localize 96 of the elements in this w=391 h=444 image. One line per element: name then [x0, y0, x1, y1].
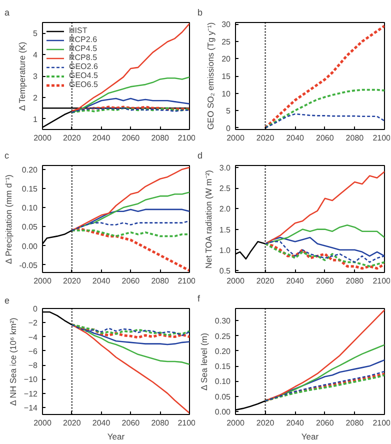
x-tick-label: 2100 — [178, 276, 196, 286]
y-axis-title: Δ Precipitation (mm d⁻¹) — [3, 174, 14, 264]
legend-label: HIST — [69, 26, 88, 35]
x-tick-label: 2020 — [256, 276, 275, 286]
x-tick-label: 2060 — [122, 134, 140, 142]
y-axis-title: Net TOA radiation (W m⁻²) — [203, 170, 214, 269]
x-axis-title: Year — [107, 432, 125, 442]
y-tick-label: 2.5 — [219, 184, 232, 194]
y-tick-label: 0.15 — [22, 184, 38, 194]
x-axis-title: Year — [301, 432, 319, 442]
y-axis-title: Δ NH Sea ice (10⁶ km²) — [8, 318, 18, 406]
x-tick-label: 2000 — [226, 134, 245, 142]
x-tick-label: 2100 — [372, 134, 391, 142]
x-tick-label: 2000 — [226, 276, 245, 286]
y-tick-label: 0.15 — [214, 362, 232, 372]
y-tick-label: 0 — [33, 304, 38, 314]
y-tick-label: −10 — [24, 375, 38, 384]
y-tick-label: 5 — [33, 29, 38, 38]
y-tick-label: −14 — [24, 403, 38, 412]
y-tick-label: 0.05 — [214, 392, 232, 402]
x-tick-label: 2060 — [122, 276, 140, 286]
legend-label: RCP8.5 — [69, 53, 98, 62]
x-tick-label: 2080 — [151, 418, 170, 428]
y-tick-label: −8 — [28, 361, 38, 370]
x-tick-label: 2060 — [316, 134, 334, 142]
x-tick-label: 2080 — [346, 418, 364, 428]
x-tick-label: 2040 — [92, 418, 111, 428]
y-tick-label: 15 — [222, 72, 232, 81]
y-tick-label: 0.5 — [219, 266, 232, 276]
x-tick-label: 2020 — [63, 418, 82, 428]
chart-title: f — [198, 294, 200, 304]
y-tick-label: 4 — [33, 50, 38, 60]
y-tick-label: -0.05 — [19, 260, 38, 270]
legend-label: RCP4.5 — [69, 44, 98, 53]
y-tick-label: 30 — [222, 20, 232, 30]
x-tick-label: 2040 — [92, 276, 111, 286]
y-axis-title: GEO SO₂ emissions (Tg y⁻¹) — [206, 22, 216, 130]
y-tick-label: 0.30 — [214, 316, 232, 326]
x-tick-label: 2020 — [256, 134, 275, 142]
y-tick-label: 3 — [33, 72, 38, 81]
legend-label: GEO2.6 — [69, 62, 98, 71]
chart-title: a — [4, 8, 10, 18]
x-tick-label: 2080 — [346, 134, 364, 142]
y-tick-label: 0 — [226, 124, 232, 133]
chart-title: c — [4, 150, 10, 160]
x-tick-label: 2060 — [316, 276, 334, 286]
x-tick-label: 2060 — [122, 418, 140, 428]
y-tick-label: 0.00 — [214, 407, 232, 416]
y-tick-label: −4 — [28, 332, 38, 342]
y-tick-label: 1 — [33, 114, 38, 124]
y-tick-label: 25 — [222, 37, 232, 46]
legend-label: RCP2.6 — [69, 35, 98, 44]
x-tick-label: 2020 — [63, 276, 82, 286]
y-tick-label: 10 — [222, 89, 232, 98]
x-tick-label: 2000 — [226, 418, 245, 428]
y-tick-label: 0.05 — [22, 222, 38, 232]
chart-title: e — [4, 296, 10, 306]
y-tick-label: 0.20 — [22, 165, 38, 174]
y-tick-label: 0.25 — [214, 332, 232, 341]
x-tick-label: 2100 — [372, 276, 391, 286]
y-tick-label: 0.00 — [22, 242, 38, 251]
y-tick-label: 5 — [226, 106, 232, 116]
y-axis-title: Δ Sea level (m) — [198, 332, 209, 391]
y-tick-label: −12 — [24, 389, 38, 398]
chart-title: d — [198, 150, 203, 160]
x-tick-label: 2020 — [256, 418, 275, 428]
x-tick-label: 2080 — [151, 276, 170, 286]
y-axis-title: Δ Temperature (K) — [17, 42, 28, 111]
x-tick-label: 2040 — [286, 276, 305, 286]
y-tick-label: −6 — [28, 346, 38, 356]
x-tick-label: 2040 — [286, 418, 305, 428]
x-tick-label: 2000 — [34, 276, 52, 286]
x-tick-label: 2000 — [34, 134, 52, 142]
x-tick-label: 2040 — [92, 134, 111, 142]
x-tick-label: 2100 — [178, 134, 196, 142]
y-tick-label: 0.10 — [22, 204, 38, 213]
x-tick-label: 2040 — [286, 134, 305, 142]
x-tick-label: 2060 — [316, 418, 334, 428]
y-tick-label: 2 — [33, 93, 38, 102]
y-tick-label: 2.0 — [219, 204, 232, 214]
chart-title: b — [198, 8, 203, 18]
y-tick-label: −2 — [28, 318, 38, 328]
x-tick-label: 2020 — [63, 134, 82, 142]
y-tick-label: 1.5 — [219, 225, 232, 234]
y-tick-label: 0.10 — [214, 377, 232, 386]
y-tick-label: 1.0 — [219, 246, 232, 255]
legend-label: GEO4.5 — [69, 71, 98, 80]
y-tick-label: 0.20 — [214, 346, 232, 356]
x-tick-label: 2100 — [178, 418, 196, 428]
x-tick-label: 2080 — [151, 134, 170, 142]
y-tick-label: 3.0 — [219, 164, 232, 173]
x-tick-label: 2100 — [372, 418, 391, 428]
x-tick-label: 2080 — [346, 276, 364, 286]
legend-label: GEO6.5 — [69, 80, 98, 89]
y-tick-label: 20 — [222, 54, 232, 64]
x-tick-label: 2000 — [34, 418, 52, 428]
